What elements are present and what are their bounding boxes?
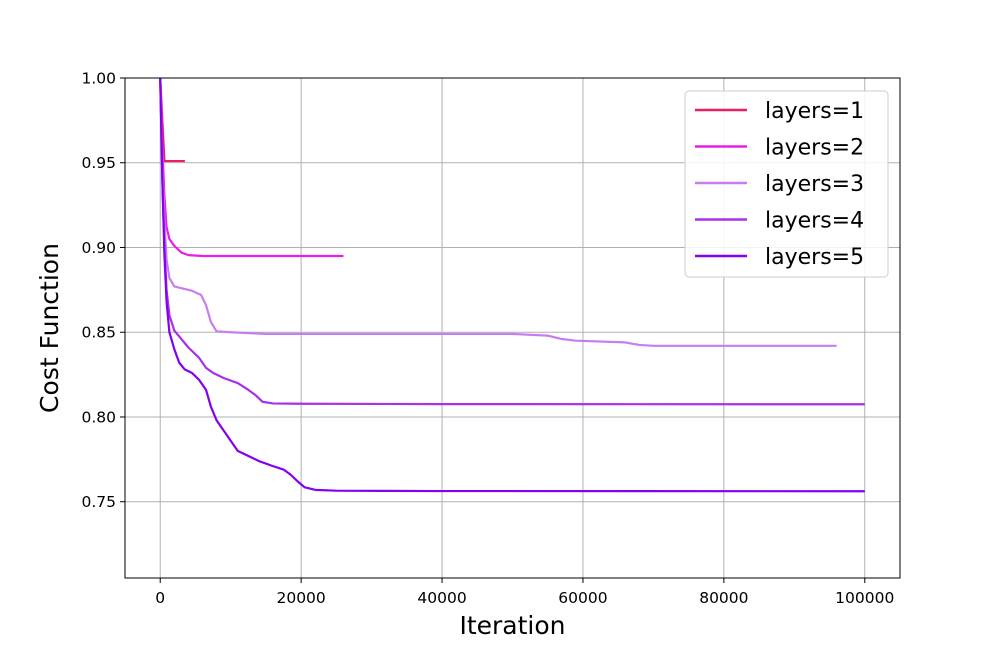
- y-tick-label: 0.75: [81, 493, 116, 511]
- y-tick-label: 0.80: [81, 408, 116, 426]
- series-line-1: [159, 78, 185, 163]
- x-axis-label: Iteration: [459, 611, 565, 640]
- x-tick-label: 100000: [835, 589, 894, 607]
- y-tick-label: 0.90: [81, 239, 116, 257]
- series-line-5: [159, 78, 865, 493]
- legend-entry-label: layers=2: [765, 136, 864, 161]
- y-tick-label: 1.00: [81, 70, 116, 88]
- series-line-3: [159, 78, 837, 347]
- legend-entry-label: layers=4: [765, 209, 864, 234]
- x-tick-label: 20000: [276, 589, 325, 607]
- legend-entry-label: layers=3: [765, 172, 864, 197]
- plot-area-frame: [124, 77, 901, 579]
- legend: layers=1 layers=2 layers=3 layers=4 layers=5: [684, 90, 889, 278]
- y-tick-label: 0.85: [81, 324, 116, 342]
- x-tick-label: 0: [155, 589, 165, 607]
- x-tick-label: 60000: [558, 589, 607, 607]
- legend-entry-label: layers=1: [765, 99, 864, 124]
- axis-ticks: 0 20000 40000 60000 80000 100000 0.75 0.80 0.85 0…: [81, 70, 894, 608]
- x-tick-label: 80000: [699, 589, 748, 607]
- series-lines: [159, 78, 865, 493]
- series-line-2: [159, 78, 344, 258]
- legend-entry-label: layers=5: [765, 245, 864, 270]
- y-axis-label: Cost Function: [35, 243, 64, 413]
- y-tick-label: 0.95: [81, 154, 116, 172]
- legend-box: [684, 90, 889, 278]
- x-tick-label: 40000: [417, 589, 466, 607]
